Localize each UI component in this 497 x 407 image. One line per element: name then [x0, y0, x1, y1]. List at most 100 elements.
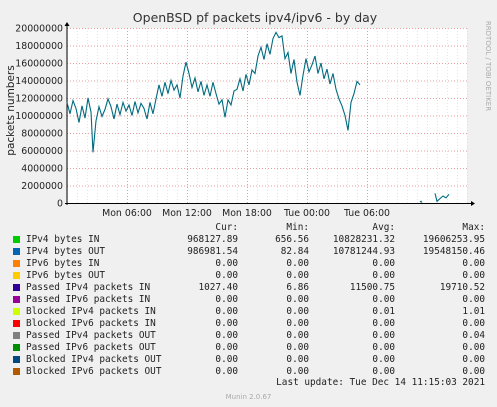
legend-swatch — [13, 344, 20, 351]
legend-swatch — [13, 332, 20, 339]
legend-avg: 0.00 — [372, 270, 395, 281]
legend-swatch — [13, 284, 20, 291]
x-tick-label: Tue 00:00 — [283, 208, 330, 219]
legend-label: IPv6 bytes OUT — [26, 270, 106, 281]
last-update: Last update: Tue Dec 14 11:15:03 2021 — [276, 377, 485, 388]
legend-cur: 0.00 — [215, 306, 238, 317]
y-tick-label: 0 — [57, 199, 63, 210]
legend-cur: 0.00 — [215, 342, 238, 353]
plot-area — [67, 28, 467, 203]
legend-label: Blocked IPv6 packets IN — [26, 318, 156, 329]
y-tick-label: 16000000 — [15, 59, 63, 70]
legend-label: IPv4 bytes OUT — [26, 246, 106, 257]
legend-avg: 11500.75 — [349, 282, 395, 293]
legend-header-cur: Cur: — [215, 222, 238, 233]
legend-cur: 0.00 — [215, 366, 238, 377]
legend-label: Passed IPv6 packets OUT — [26, 342, 156, 353]
legend-min: 6.86 — [286, 282, 309, 293]
legend-max: 0.00 — [462, 342, 485, 353]
munin-version: Munin 2.0.67 — [225, 393, 272, 401]
x-tick-label: Mon 18:00 — [222, 208, 272, 219]
y-tick-label: 6000000 — [21, 146, 63, 157]
y-tick-label: 4000000 — [21, 164, 63, 175]
y-axis-arrow — [64, 22, 70, 26]
legend-header-max: Max: — [462, 222, 485, 233]
series-line — [419, 200, 423, 203]
legend-header-avg: Avg: — [372, 222, 395, 233]
legend-cur: 0.00 — [215, 258, 238, 269]
legend-avg: 0.01 — [372, 306, 395, 317]
y-axis-label: packets numbers — [5, 65, 17, 155]
legend-cur: 986981.54 — [187, 246, 238, 257]
legend-swatch — [13, 260, 20, 267]
legend-item: Blocked IPv4 packets OUT 0.00 0.00 0.00 0.00 — [0, 354, 497, 366]
legend-item: IPv6 bytes IN 0.00 0.00 0.00 0.00 — [0, 258, 497, 270]
legend-item: IPv6 bytes OUT 0.00 0.00 0.00 0.00 — [0, 270, 497, 282]
legend-label: Passed IPv4 packets OUT — [26, 330, 156, 341]
legend-avg: 10828231.32 — [332, 234, 395, 245]
chart-title: OpenBSD pf packets ipv4/ipv6 - by day — [133, 10, 378, 25]
legend-label: Blocked IPv4 packets IN — [26, 306, 156, 317]
y-tick-label: 14000000 — [15, 76, 63, 87]
legend-avg: 10781244.93 — [332, 246, 395, 257]
legend-avg: 0.00 — [372, 330, 395, 341]
chart: 0 2000000 4000000 6000000 8000000 10000000 120… — [5, 10, 492, 219]
legend-min: 0.00 — [286, 306, 309, 317]
legend-cur: 0.00 — [215, 318, 238, 329]
legend-cur: 0.00 — [215, 294, 238, 305]
legend-item: Blocked IPv6 packets OUT 0.00 0.00 0.00 0.00 — [0, 366, 497, 378]
rrdtool-watermark: RRDTOOL / TOBI OETIKER — [484, 21, 492, 111]
legend-item: Passed IPv6 packets IN 0.00 0.00 0.00 0.00 — [0, 294, 497, 306]
legend-item: Passed IPv6 packets OUT 0.00 0.00 0.00 0.00 — [0, 342, 497, 354]
legend-max: 0.00 — [462, 294, 485, 305]
legend-min: 0.00 — [286, 270, 309, 281]
legend-avg: 0.00 — [372, 342, 395, 353]
legend-max: 0.00 — [462, 354, 485, 365]
legend-max: 1.01 — [462, 306, 485, 317]
legend-label: IPv6 bytes IN — [26, 258, 100, 269]
legend-min: 656.56 — [275, 234, 309, 245]
legend-min: 0.00 — [286, 366, 309, 377]
legend-avg: 0.00 — [372, 318, 395, 329]
legend-min: 0.00 — [286, 294, 309, 305]
x-tick-label: Tue 06:00 — [343, 208, 390, 219]
legend-label: Passed IPv4 packets IN — [26, 282, 151, 293]
legend-avg: 0.00 — [372, 366, 395, 377]
legend-swatch — [13, 272, 20, 279]
series-line — [434, 193, 450, 203]
series-line — [66, 31, 361, 153]
x-tick-label: Mon 12:00 — [162, 208, 212, 219]
legend-max: 19606253.95 — [422, 234, 485, 245]
legend-swatch — [13, 356, 20, 363]
legend-header-min: Min: — [286, 222, 309, 233]
legend-max: 19710.52 — [439, 282, 485, 293]
legend-label: Blocked IPv4 packets OUT — [26, 354, 162, 365]
legend-min: 0.00 — [286, 258, 309, 269]
legend-max: 0.00 — [462, 258, 485, 269]
legend-item: IPv4 bytes IN 968127.89 656.56 10828231.32 1… — [0, 234, 497, 246]
legend-swatch — [13, 368, 20, 375]
legend-swatch — [13, 248, 20, 255]
legend-min: 0.00 — [286, 330, 309, 341]
legend-avg: 0.00 — [372, 258, 395, 269]
legend-item: Blocked IPv4 packets IN 0.00 0.00 0.01 1.01 — [0, 306, 497, 318]
legend-avg: 0.00 — [372, 354, 395, 365]
legend-max: 0.00 — [462, 366, 485, 377]
legend-item: Passed IPv4 packets OUT 0.00 0.00 0.00 0.04 — [0, 330, 497, 342]
legend-max: 0.04 — [462, 330, 485, 341]
y-tick-label: 10000000 — [15, 111, 63, 122]
legend-swatch — [13, 308, 20, 315]
legend-avg: 0.00 — [372, 294, 395, 305]
legend-item: Passed IPv4 packets IN 1027.40 6.86 11500.7… — [0, 282, 497, 294]
legend-swatch — [13, 320, 20, 327]
legend-min: 0.00 — [286, 342, 309, 353]
legend-max: 19548150.46 — [422, 246, 485, 257]
y-tick-label: 12000000 — [15, 94, 63, 105]
legend-item: Blocked IPv6 packets IN 0.00 0.00 0.00 0.00 — [0, 318, 497, 330]
legend-cur: 0.00 — [215, 354, 238, 365]
legend-cur: 1027.40 — [198, 282, 238, 293]
legend-max: 0.00 — [462, 318, 485, 329]
legend-cur: 0.00 — [215, 270, 238, 281]
legend-item: IPv4 bytes OUT 986981.54 82.84 10781244.93 1… — [0, 246, 497, 258]
legend-cur: 968127.89 — [187, 234, 238, 245]
